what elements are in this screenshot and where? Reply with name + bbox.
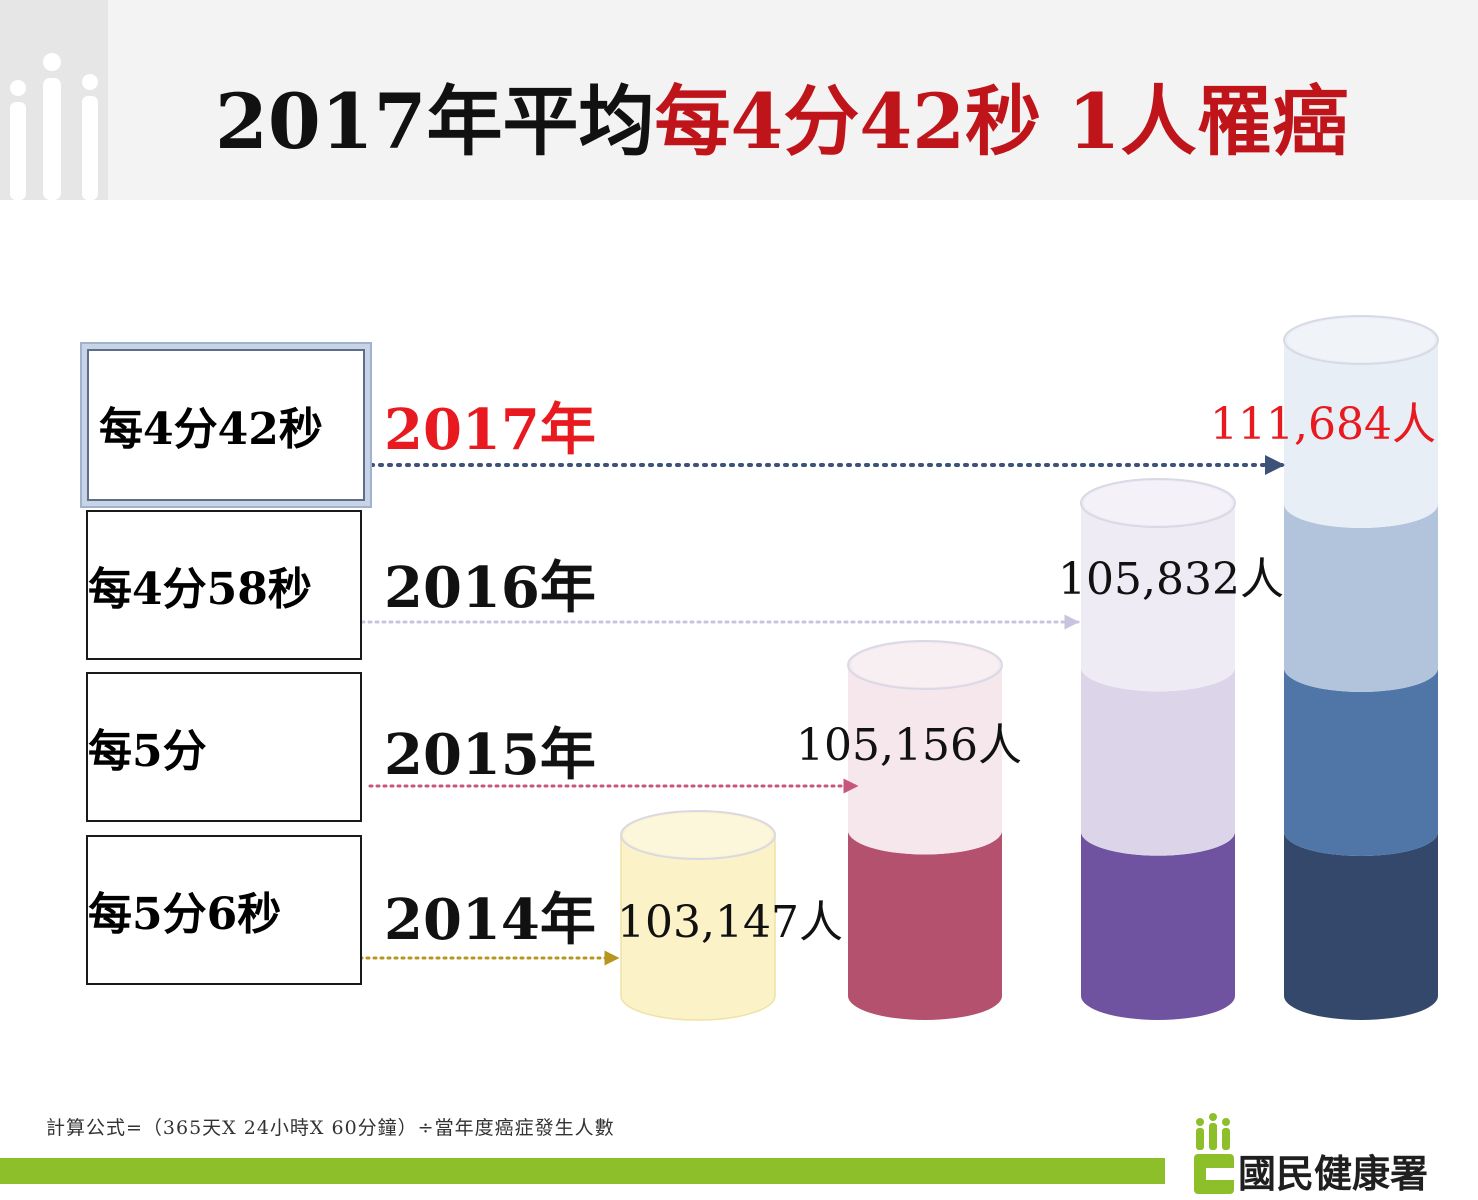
formula-text: 計算公式=（365天X 24小時X 60分鐘）÷當年度癌症發生人數 <box>46 1117 615 1139</box>
cylinder-2017-top-highlight <box>1287 318 1435 362</box>
cylinder-2015-top <box>847 640 1003 690</box>
cylinder-2015-segment-2 <box>848 665 1002 855</box>
cylinder-2016-top-highlight <box>1084 481 1232 525</box>
year-label-2017: 2017年 <box>384 397 596 463</box>
health-agency-logo-text: 國民健康署 <box>1238 1152 1429 1196</box>
rate-label-2015: 每5分 <box>88 726 207 777</box>
rate-box-2015: 每5分 <box>86 672 362 822</box>
footer-bar <box>0 1158 1165 1184</box>
cylinder-2016-segment-2 <box>1081 667 1235 856</box>
count-label-2016: 105,832人 <box>1058 554 1284 605</box>
page-title: 2017年平均每4分42秒 1人罹癌 <box>215 72 1465 172</box>
count-label-2014: 103,147人 <box>617 897 843 948</box>
count-label-2017: 111,684人 <box>1210 399 1436 450</box>
cylinder-2014-top <box>620 810 776 860</box>
people-logo-icon <box>10 53 98 200</box>
cylinder-2016-segment-3 <box>1081 503 1235 692</box>
cylinder-2017-segment-3 <box>1284 504 1438 692</box>
cylinder-2015-segment-1 <box>848 830 1002 1020</box>
cylinder-2017-segment-1 <box>1284 832 1438 1020</box>
cylinder-2016-segment-1 <box>1081 831 1235 1020</box>
cylinder-2014-top-highlight <box>624 813 772 857</box>
title-prefix: 2017年平均 <box>215 77 655 166</box>
cylinder-2015-top-highlight <box>851 643 999 687</box>
rate-box-2016: 每4分58秒 <box>86 510 362 660</box>
year-label-2016: 2016年 <box>384 555 596 621</box>
cylinder-2016-top <box>1080 478 1236 528</box>
cylinder-2017-segment-2 <box>1284 668 1438 856</box>
cylinder-chart <box>358 315 1439 1021</box>
cylinder-2017-segment-4 <box>1284 340 1438 528</box>
rate-box-2014: 每5分6秒 <box>86 835 362 985</box>
header-band <box>0 0 1478 200</box>
rate-box-2017: 每4分42秒 <box>82 344 370 506</box>
health-agency-logo-icon <box>1194 1113 1234 1194</box>
rate-label-2014: 每5分6秒 <box>88 889 282 940</box>
title-highlight: 每4分42秒 1人罹癌 <box>654 77 1349 166</box>
year-label-2015: 2015年 <box>384 722 596 788</box>
rate-label-2017: 每4分42秒 <box>99 404 323 455</box>
year-label-2014: 2014年 <box>384 887 596 953</box>
cylinder-2017-top <box>1283 315 1439 365</box>
count-label-2015: 105,156人 <box>796 720 1022 771</box>
rate-label-2016: 每4分58秒 <box>88 564 312 615</box>
